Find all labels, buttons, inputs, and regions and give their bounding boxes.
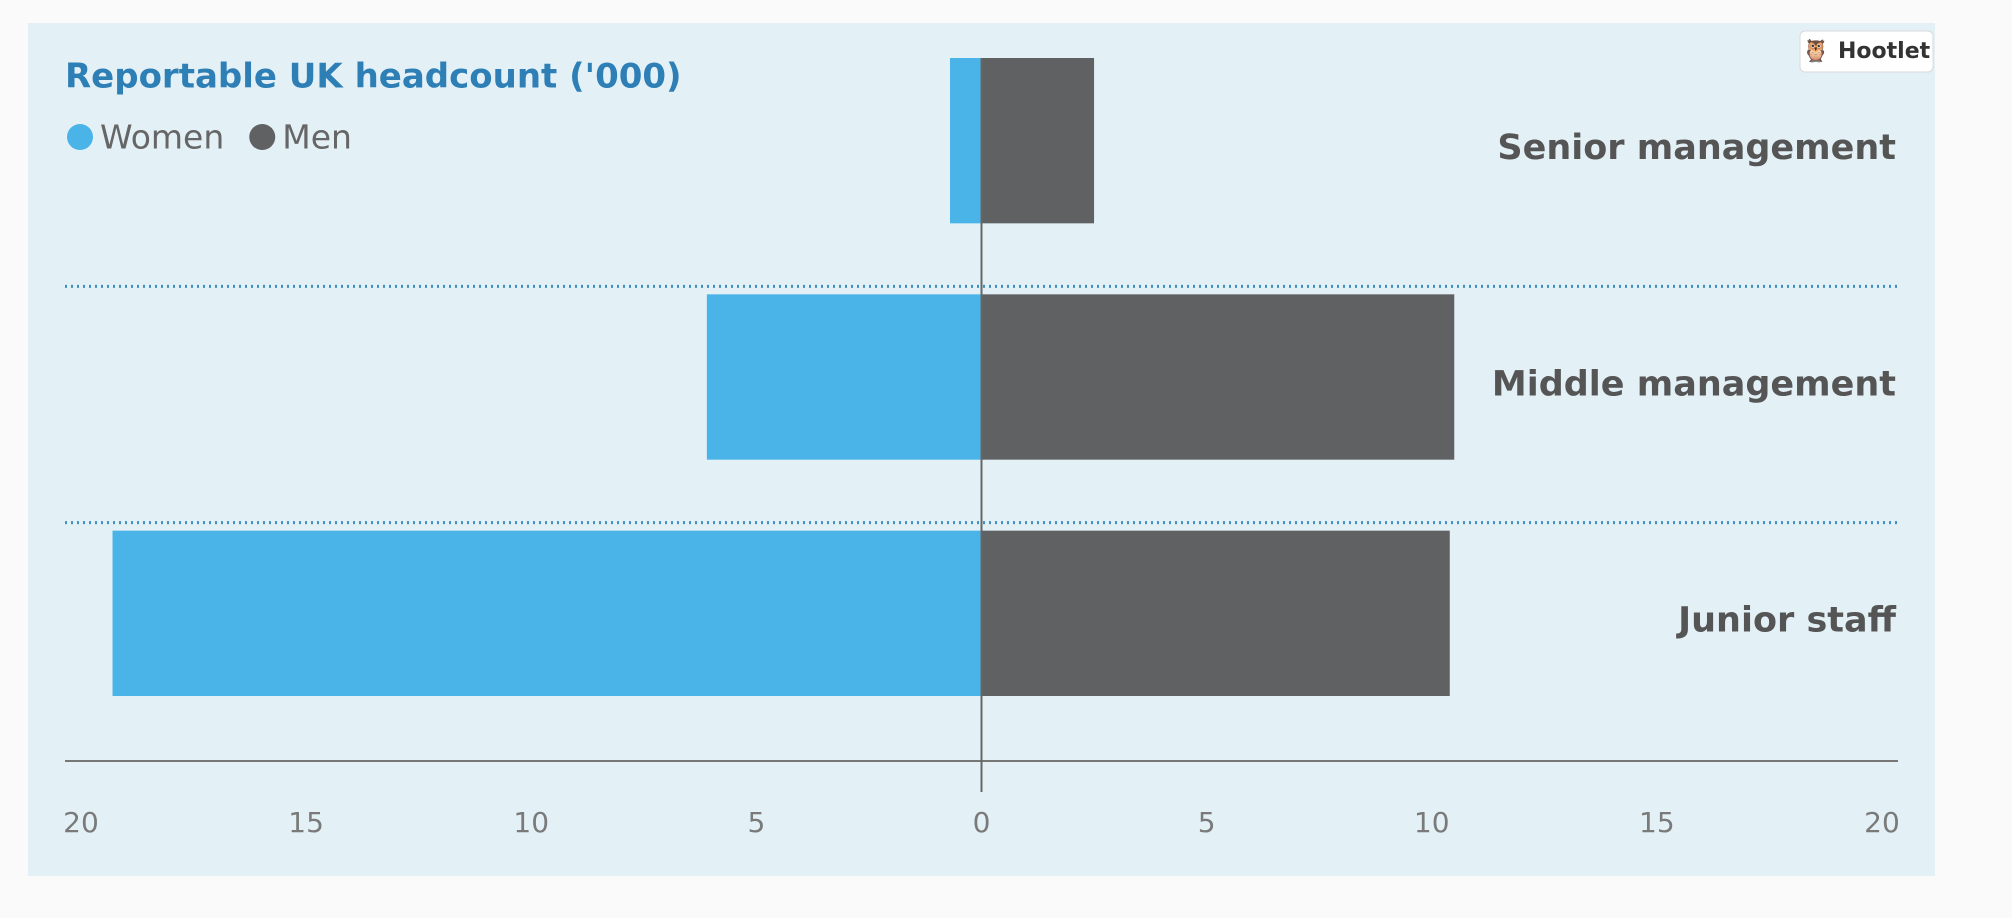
x-tick-label: 15 bbox=[1639, 806, 1675, 839]
x-tick-label: 5 bbox=[1198, 806, 1216, 839]
x-tick-label: 10 bbox=[1414, 806, 1450, 839]
x-tick-label: 15 bbox=[288, 806, 324, 839]
bar bbox=[706, 294, 982, 460]
bar bbox=[981, 530, 1450, 696]
hootlet-label: Hootlet bbox=[1838, 39, 1931, 64]
category-label: Junior staff bbox=[1676, 601, 1897, 641]
bar bbox=[981, 294, 1455, 460]
legend-label: Men bbox=[282, 118, 352, 157]
chart-title: Reportable UK headcount ('000) bbox=[65, 57, 682, 97]
category-label: Middle management bbox=[1492, 364, 1896, 404]
hootlet-button[interactable] bbox=[1799, 30, 1934, 73]
bar bbox=[949, 58, 982, 224]
category-label: Senior management bbox=[1497, 128, 1896, 168]
bar bbox=[981, 58, 1095, 224]
x-tick-label: 0 bbox=[973, 806, 991, 839]
x-tick-label: 10 bbox=[513, 806, 549, 839]
legend-marker bbox=[67, 124, 93, 150]
x-tick-label: 20 bbox=[63, 806, 99, 839]
hootlet-icon: 🦉 bbox=[1802, 38, 1829, 64]
x-tick-label: 20 bbox=[1864, 806, 1900, 839]
legend-label: Women bbox=[100, 118, 224, 157]
x-tick-label: 5 bbox=[747, 806, 765, 839]
bar bbox=[112, 530, 982, 696]
legend-marker bbox=[249, 124, 276, 150]
